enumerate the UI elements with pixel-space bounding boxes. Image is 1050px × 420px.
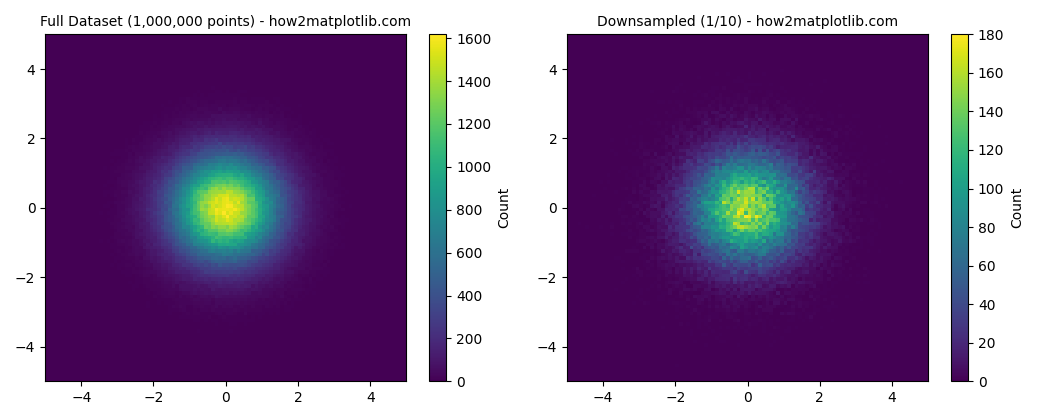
Y-axis label: Count: Count	[1010, 187, 1024, 228]
Title: Downsampled (1/10) - how2matplotlib.com: Downsampled (1/10) - how2matplotlib.com	[597, 15, 898, 29]
Y-axis label: Count: Count	[497, 187, 510, 228]
Title: Full Dataset (1,000,000 points) - how2matplotlib.com: Full Dataset (1,000,000 points) - how2ma…	[40, 15, 412, 29]
